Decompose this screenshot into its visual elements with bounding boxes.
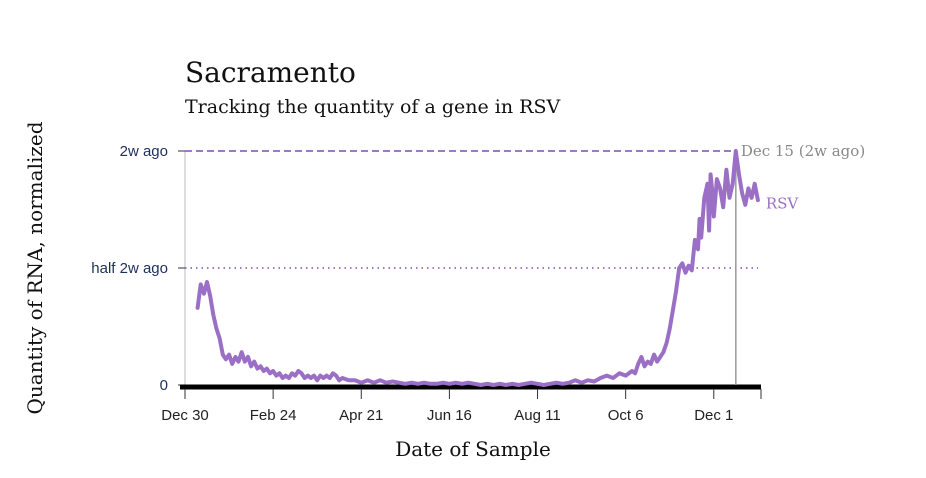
series-label-rsv: RSV <box>766 194 800 212</box>
x-tick-label: Oct 6 <box>608 407 644 424</box>
y-tick-label: 2w ago <box>120 143 168 160</box>
x-tick-label: Apr 21 <box>339 407 383 424</box>
series-line-rsv <box>195 149 760 387</box>
y-tick-label: 0 <box>160 377 168 394</box>
y-tick-label: half 2w ago <box>91 260 168 277</box>
chart-title: Sacramento <box>185 56 356 89</box>
reference-label: Dec 15 (2w ago) <box>741 142 865 160</box>
x-tick-label: Jun 16 <box>427 407 472 424</box>
series-group: RSV <box>195 149 800 387</box>
x-tick-label: Feb 24 <box>250 407 297 424</box>
x-tick-label: Dec 1 <box>694 407 733 424</box>
y-axis-label: Quantity of RNA, normalized <box>23 121 47 414</box>
x-tick-label: Dec 30 <box>161 407 209 424</box>
x-axis: Dec 30 Feb 24 Apr 21 Jun 16 Aug 11 Oct 6 Dec 1 <box>161 384 762 424</box>
x-tick-label: Aug 11 <box>514 407 560 424</box>
reference-group: Dec 15 (2w ago) <box>185 142 865 385</box>
x-axis-label: Date of Sample <box>395 437 551 461</box>
chart-subtitle: Tracking the quantity of a gene in RSV <box>185 96 560 118</box>
y-axis: 2w ago half 2w ago 0 <box>91 143 186 394</box>
